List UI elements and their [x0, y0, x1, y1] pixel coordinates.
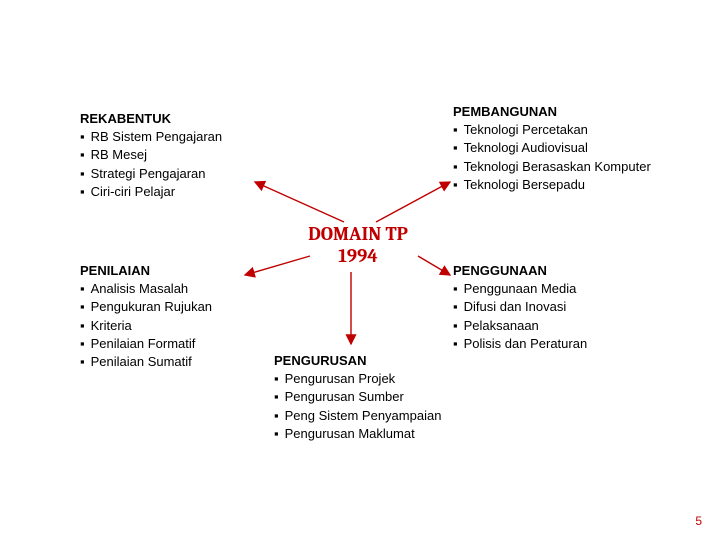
- block-list: Analisis MasalahPengukuran RujukanKriter…: [80, 280, 280, 371]
- block-list: Teknologi PercetakanTeknologi Audiovisua…: [453, 121, 663, 194]
- block-heading: PEMBANGUNAN: [453, 103, 663, 121]
- block-pengurusan: PENGURUSAN Pengurusan ProjekPengurusan S…: [274, 352, 514, 443]
- block-penilaian: PENILAIAN Analisis MasalahPengukuran Ruj…: [80, 262, 280, 371]
- list-item: Penilaian Formatif: [80, 335, 280, 353]
- center-title-line2: 1994: [288, 245, 428, 267]
- list-item: Polisis dan Peraturan: [453, 335, 663, 353]
- list-item: RB Mesej: [80, 146, 280, 164]
- list-item: Difusi dan Inovasi: [453, 298, 663, 316]
- list-item: RB Sistem Pengajaran: [80, 128, 280, 146]
- page-number: 5: [695, 514, 702, 528]
- center-title-line1: DOMAIN TP: [288, 223, 428, 245]
- list-item: Peng Sistem Penyampaian: [274, 407, 514, 425]
- list-item: Ciri-ciri Pelajar: [80, 183, 280, 201]
- list-item: Teknologi Bersepadu: [453, 176, 663, 194]
- center-title: DOMAIN TP 1994: [288, 223, 428, 267]
- list-item: Teknologi Audiovisual: [453, 139, 663, 157]
- list-item: Pengurusan Projek: [274, 370, 514, 388]
- list-item: Pengurusan Maklumat: [274, 425, 514, 443]
- list-item: Teknologi Percetakan: [453, 121, 663, 139]
- block-heading: PENILAIAN: [80, 262, 280, 280]
- block-list: Pengurusan ProjekPengurusan SumberPeng S…: [274, 370, 514, 443]
- block-pembangunan: PEMBANGUNAN Teknologi PercetakanTeknolog…: [453, 103, 663, 194]
- list-item: Pengurusan Sumber: [274, 388, 514, 406]
- list-item: Kriteria: [80, 317, 280, 335]
- block-heading: PENGURUSAN: [274, 352, 514, 370]
- list-item: Teknologi Berasaskan Komputer: [453, 158, 663, 176]
- slide-canvas: DOMAIN TP 1994 REKABENTUK RB Sistem Peng…: [0, 0, 720, 540]
- list-item: Pengukuran Rujukan: [80, 298, 280, 316]
- list-item: Pelaksanaan: [453, 317, 663, 335]
- block-heading: REKABENTUK: [80, 110, 280, 128]
- block-list: Penggunaan MediaDifusi dan InovasiPelaks…: [453, 280, 663, 353]
- list-item: Analisis Masalah: [80, 280, 280, 298]
- block-list: RB Sistem PengajaranRB MesejStrategi Pen…: [80, 128, 280, 201]
- block-heading: PENGGUNAAN: [453, 262, 663, 280]
- list-item: Penilaian Sumatif: [80, 353, 280, 371]
- list-item: Penggunaan Media: [453, 280, 663, 298]
- block-rekabentuk: REKABENTUK RB Sistem PengajaranRB MesejS…: [80, 110, 280, 201]
- block-penggunaan: PENGGUNAAN Penggunaan MediaDifusi dan In…: [453, 262, 663, 353]
- list-item: Strategi Pengajaran: [80, 165, 280, 183]
